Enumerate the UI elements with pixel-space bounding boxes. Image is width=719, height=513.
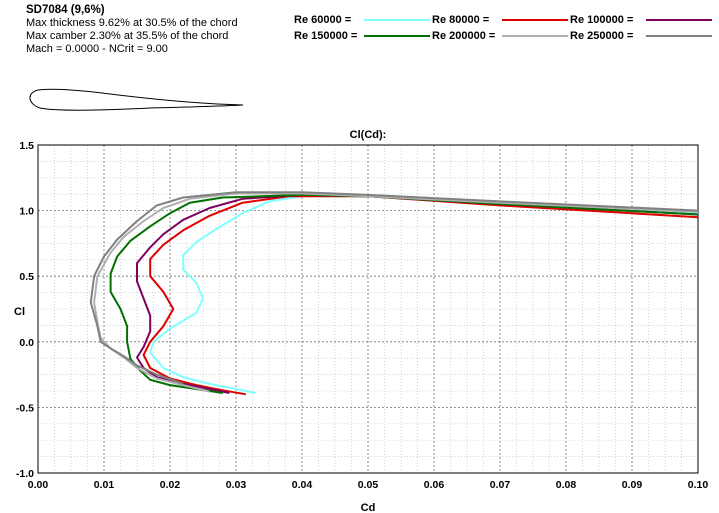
x-tick-label: 0.03: [226, 479, 247, 491]
x-tick-label: 0.07: [490, 479, 511, 491]
y-tick-label: 1.0: [19, 206, 34, 218]
y-tick-label: -0.5: [16, 402, 34, 414]
airfoil-info: SD7084 (9,6%) Max thickness 9.62% at 30.…: [26, 4, 238, 56]
airfoil-thickness: Max thickness 9.62% at 30.5% of the chor…: [26, 17, 238, 29]
series-line-re-60000: [149, 195, 699, 394]
y-tick-label: 0.0: [19, 337, 34, 349]
legend-label: Re 80000 =: [432, 14, 490, 26]
airfoil-profile: [29, 88, 244, 111]
x-tick-label: 0.05: [358, 479, 379, 491]
x-tick-label: 0.06: [424, 479, 445, 491]
legend-item-re150000: Re 150000 =: [294, 29, 469, 43]
x-tick-label: 0.04: [292, 479, 313, 491]
plot-frame: [37, 144, 699, 474]
series-line-re-150000: [109, 193, 699, 394]
legend-swatch: [364, 35, 430, 37]
legend-item-re80000: Re 80000 =: [432, 13, 607, 27]
y-tick-label: 1.5: [19, 140, 34, 152]
y-tick-label: 0.5: [19, 271, 34, 283]
legend-item-re60000: Re 60000 =: [294, 13, 469, 27]
x-tick-label: 0.10: [688, 479, 709, 491]
x-tick-label: 0.09: [622, 479, 643, 491]
legend-item-re250000: Re 250000 =: [570, 29, 715, 43]
legend-label: Re 250000 =: [570, 30, 634, 42]
series-line-re-100000: [136, 193, 699, 394]
legend-swatch: [502, 19, 568, 21]
legend-swatch: [646, 19, 712, 21]
series-line-re-250000: [89, 191, 699, 385]
airfoil-conditions: Mach = 0.0000 - NCrit = 9.00: [26, 43, 168, 55]
legend-swatch: [646, 35, 712, 37]
legend-item-re200000: Re 200000 =: [432, 29, 607, 43]
legend-item-re100000: Re 100000 =: [570, 13, 715, 27]
y-axis-label: Cl: [14, 306, 25, 318]
legend-label: Re 60000 =: [294, 14, 352, 26]
airfoil-name: SD7084 (9,6%): [26, 4, 105, 16]
x-tick-label: 0.02: [160, 479, 181, 491]
chart-title: Cl(Cd):: [350, 129, 387, 141]
x-axis-label: Cd: [361, 502, 376, 513]
legend-label: Re 150000 =: [294, 30, 358, 42]
x-tick-label: 0.01: [94, 479, 115, 491]
y-tick-label: -1.0: [16, 468, 34, 480]
x-tick-label: 0.08: [556, 479, 577, 491]
legend-swatch: [364, 19, 430, 21]
series-line-re-200000: [93, 192, 699, 393]
x-tick-label: 0.00: [28, 479, 49, 491]
legend-swatch: [502, 35, 568, 37]
airfoil-camber: Max camber 2.30% at 35.5% of the chord: [26, 30, 229, 42]
series-line-re-80000: [142, 195, 699, 396]
legend-label: Re 200000 =: [432, 30, 496, 42]
legend-label: Re 100000 =: [570, 14, 634, 26]
